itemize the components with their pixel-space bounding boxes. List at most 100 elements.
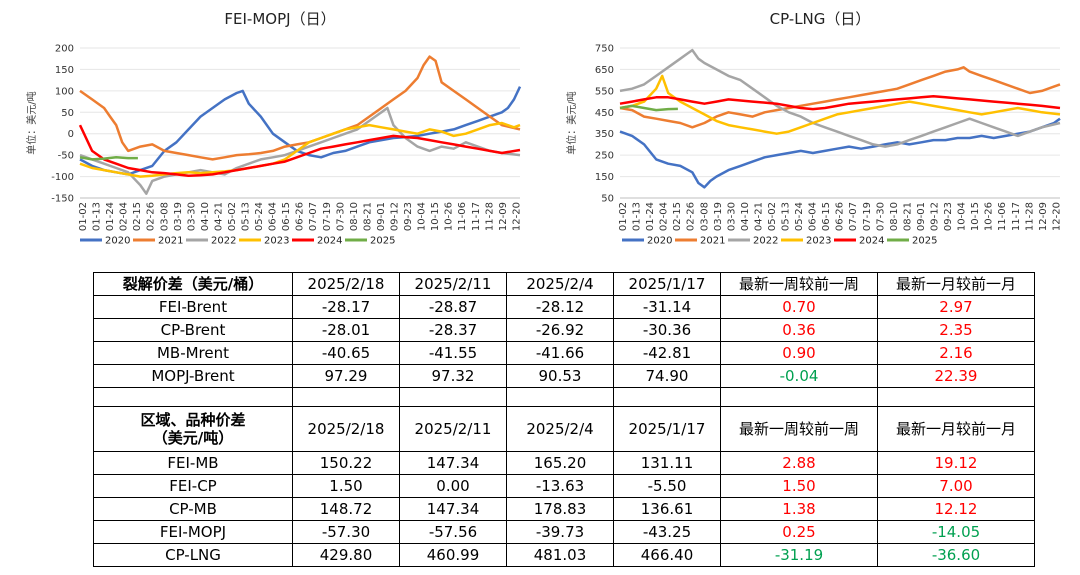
- x-tick-label: 03-30: [186, 202, 197, 231]
- y-axis-label: 单位：美元/吨: [565, 91, 578, 154]
- y-tick-label: 50: [61, 108, 74, 119]
- x-tick-label: 09-01: [376, 202, 387, 231]
- x-tick-label: 09-01: [916, 202, 927, 231]
- spacer-row: [93, 387, 1035, 407]
- cp-lng-chart: CP-LNG（日） 单位：美元/吨 750 650 550 450 350 250 150 50 0…: [560, 0, 1080, 245]
- x-tick-label: 09-12: [390, 202, 401, 231]
- x-tick-label: 04-10: [200, 202, 211, 231]
- value-cell: 148.72: [292, 497, 400, 521]
- weekly-change-cell: -0.04: [720, 364, 878, 388]
- header-cell: 2025/2/4: [506, 272, 614, 296]
- x-tick-label: 01-24: [105, 202, 116, 231]
- header-label: 裂解价差（美元/桶）: [93, 272, 293, 296]
- x-tick-label: 09-23: [943, 202, 954, 231]
- weekly-change-cell: -31.19: [720, 543, 878, 567]
- x-tick-label: 08-21: [362, 202, 373, 231]
- row-label: CP-LNG: [93, 543, 293, 567]
- monthly-change-cell: 22.39: [877, 364, 1035, 388]
- header-cell: 2025/2/11: [399, 272, 507, 296]
- empty-cell: [93, 387, 293, 407]
- header-line-1: 区域、品种价差: [140, 411, 246, 429]
- value-cell: 178.83: [506, 497, 614, 521]
- header-cell: 最新一月较前一月: [877, 272, 1035, 296]
- table-row: CP-LNG 429.80 460.99 481.03 466.40 -31.19 -36.…: [93, 543, 1035, 567]
- series-line-2022: [79, 106, 521, 195]
- x-tick-label: 01-13: [632, 202, 643, 231]
- value-cell: -28.17: [292, 295, 400, 319]
- value-cell: -26.92: [506, 318, 614, 342]
- x-tick-label: 10-15: [430, 202, 441, 231]
- header-cell: 2025/2/18: [292, 272, 400, 296]
- legend-label-2020: 2020: [105, 236, 130, 246]
- value-cell: -5.50: [613, 474, 721, 498]
- value-cell: 429.80: [292, 543, 400, 567]
- x-tick-label: 11-06: [457, 202, 468, 231]
- legend-label-2022: 2022: [753, 236, 778, 246]
- y-tick-label: 50: [601, 194, 614, 205]
- series-line-2024: [619, 94, 1061, 111]
- y-tick-label: 200: [55, 44, 74, 55]
- value-cell: 90.53: [506, 364, 614, 388]
- series-line-2025: [619, 104, 678, 112]
- y-tick-label: 450: [595, 108, 614, 119]
- header-cell: 最新一周较前一周: [720, 272, 878, 296]
- y-tick-label: 250: [595, 151, 614, 162]
- value-cell: -39.73: [506, 520, 614, 544]
- x-tick-label: 05-13: [781, 202, 792, 231]
- row-label: MB-Mrent: [93, 341, 293, 365]
- x-tick-label: 02-04: [119, 202, 130, 231]
- monthly-change-cell: 2.97: [877, 295, 1035, 319]
- legend-label-2021: 2021: [700, 236, 725, 246]
- row-label: CP-MB: [93, 497, 293, 521]
- header-cell: 2025/2/11: [399, 406, 507, 452]
- y-tick-label: 750: [595, 44, 614, 55]
- y-tick-label: -150: [51, 194, 74, 205]
- empty-cell: [292, 387, 400, 407]
- weekly-change-cell: 0.70: [720, 295, 878, 319]
- spreads-table: 裂解价差（美元/桶） 2025/2/18 2025/2/11 2025/2/4 2025…: [93, 272, 1035, 567]
- legend-label-2024: 2024: [317, 236, 342, 246]
- y-tick-label: 100: [55, 86, 74, 97]
- legend-label-2024: 2024: [859, 236, 884, 246]
- x-tick-label: 10-04: [957, 202, 968, 231]
- series-line-2023: [79, 121, 521, 178]
- header-cell: 2025/2/4: [506, 406, 614, 452]
- legend-label-2021: 2021: [158, 236, 183, 246]
- row-label: MOPJ-Brent: [93, 364, 293, 388]
- x-tick-label: 07-07: [308, 202, 319, 231]
- value-cell: -42.81: [613, 341, 721, 365]
- row-label: CP-Brent: [93, 318, 293, 342]
- value-cell: -30.36: [613, 318, 721, 342]
- header-label: 区域、品种价差 （美元/吨）: [93, 406, 293, 452]
- fei-mopj-chart-svg: FEI-MOPJ（日） 单位：美元/吨 200 150 100 50 0 -50 -100 -15…: [25, 10, 522, 246]
- series-line-2022: [619, 48, 1061, 148]
- value-cell: 131.11: [613, 451, 721, 475]
- empty-cell: [613, 387, 721, 407]
- header-cell: 2025/2/18: [292, 406, 400, 452]
- header-cell: 2025/1/17: [613, 406, 721, 452]
- series-line-2024: [78, 124, 521, 177]
- x-tick-label: 02-26: [686, 202, 697, 231]
- value-cell: 466.40: [613, 543, 721, 567]
- x-tick-label: 10-04: [417, 202, 428, 231]
- series-line-2025: [79, 156, 138, 161]
- series-line-2023: [619, 74, 1061, 135]
- x-tick-label: 12-20: [511, 202, 522, 231]
- series-line-2020: [619, 117, 1061, 189]
- x-tick-label: 06-26: [835, 202, 846, 231]
- value-cell: -28.01: [292, 318, 400, 342]
- empty-cell: [720, 387, 878, 407]
- series-line-2021: [79, 55, 521, 161]
- value-cell: 1.50: [292, 474, 400, 498]
- monthly-change-cell: 12.12: [877, 497, 1035, 521]
- value-cell: 481.03: [506, 543, 614, 567]
- legend-label-2020: 2020: [647, 236, 672, 246]
- x-tick-label: 05-24: [794, 202, 805, 231]
- table-row: CP-MB 148.72 147.34 178.83 136.61 1.38 12.12: [93, 497, 1035, 521]
- regional-spread-header: 区域、品种价差 （美元/吨） 2025/2/18 2025/2/11 2025/2/4 2…: [93, 406, 1035, 452]
- monthly-change-cell: 19.12: [877, 451, 1035, 475]
- x-tick-label: 06-15: [281, 202, 292, 231]
- x-tick-label: 11-06: [997, 202, 1008, 231]
- value-cell: -28.12: [506, 295, 614, 319]
- x-tick-label: 11-17: [471, 202, 482, 231]
